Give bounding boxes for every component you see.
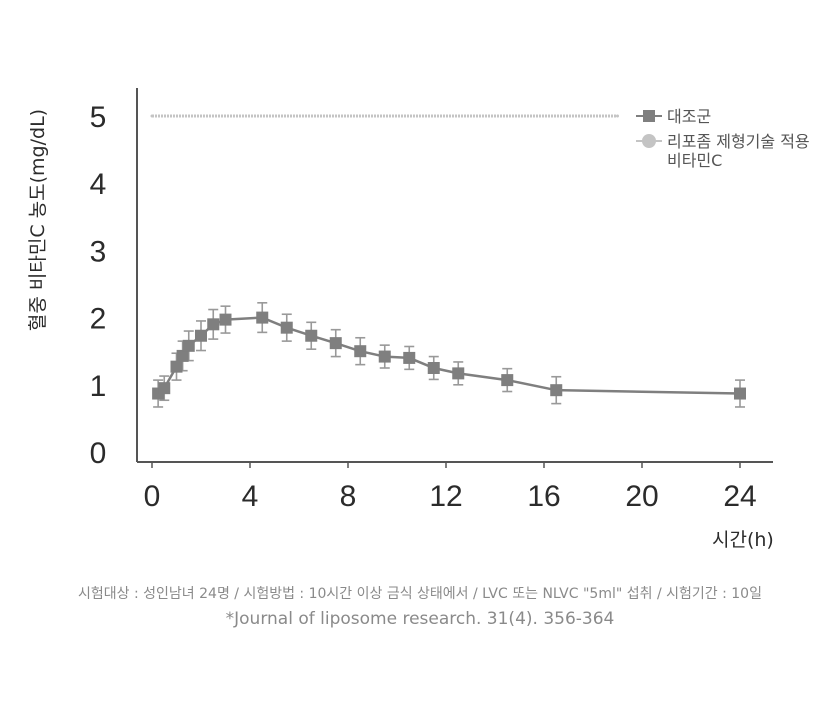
control-data-point (305, 329, 318, 342)
legend-liposome-label: 리포좀 제형기술 적용 (667, 132, 810, 151)
chart-axes (136, 88, 773, 463)
x-tick-label: 16 (527, 480, 560, 513)
x-tick-label: 8 (340, 480, 357, 513)
control-data-point (452, 367, 465, 380)
control-data-point (550, 384, 563, 397)
legend-control-label: 대조군 (667, 107, 711, 126)
control-data-point (403, 351, 416, 364)
source-citation: *Journal of liposome research. 31(4). 35… (225, 609, 615, 629)
legend-control-marker (643, 110, 655, 122)
x-tick-labels: 0 4 8 12 16 20 24 (144, 462, 757, 513)
control-data-point (378, 350, 391, 363)
control-series-line (157, 316, 741, 395)
legend-liposome-marker (642, 134, 656, 148)
y-tick-labels: 0 1 2 3 4 5 (90, 101, 107, 470)
x-tick-label: 24 (723, 480, 756, 513)
control-data-point (207, 318, 220, 331)
x-tick-label: 20 (625, 480, 658, 513)
control-data-point (195, 329, 207, 342)
control-data-point (256, 311, 269, 324)
control-data-point (734, 387, 746, 400)
x-tick-label: 12 (429, 480, 462, 513)
liposome-data-point (616, 114, 619, 118)
control-data-point (170, 360, 183, 373)
control-data-point (329, 337, 342, 350)
control-data-point (354, 345, 367, 358)
y-tick-label: 5 (90, 101, 107, 134)
control-data-point (427, 362, 440, 374)
legend-liposome-label-line2: 비타민C (667, 151, 722, 170)
control-data-point (176, 349, 189, 362)
series-control (152, 302, 746, 408)
x-tick-label: 4 (242, 480, 259, 513)
y-tick-label: 0 (90, 437, 107, 470)
control-data-point (219, 313, 232, 326)
control-data-point (280, 321, 293, 334)
y-tick-label: 3 (90, 235, 107, 268)
control-data-point (158, 382, 171, 395)
chart-legend: 대조군 리포좀 제형기술 적용 비타민C (636, 107, 810, 170)
x-axis-title: 시간(h) (712, 529, 774, 551)
y-tick-label: 2 (90, 303, 107, 336)
control-data-point (501, 374, 514, 387)
liposome-data-point (150, 114, 154, 118)
series-liposome-vitamin-c (150, 114, 619, 118)
y-axis-title: 혈중 비타민C 농도(mg/dL) (27, 109, 49, 331)
study-conditions-caption: 시험대상 : 성인남녀 24명 / 시험방법 : 10시간 이상 금식 상태에서… (78, 586, 762, 602)
control-data-point (182, 339, 195, 352)
x-tick-label: 0 (144, 480, 161, 513)
y-tick-label: 4 (90, 168, 107, 201)
y-tick-label: 1 (90, 370, 107, 403)
